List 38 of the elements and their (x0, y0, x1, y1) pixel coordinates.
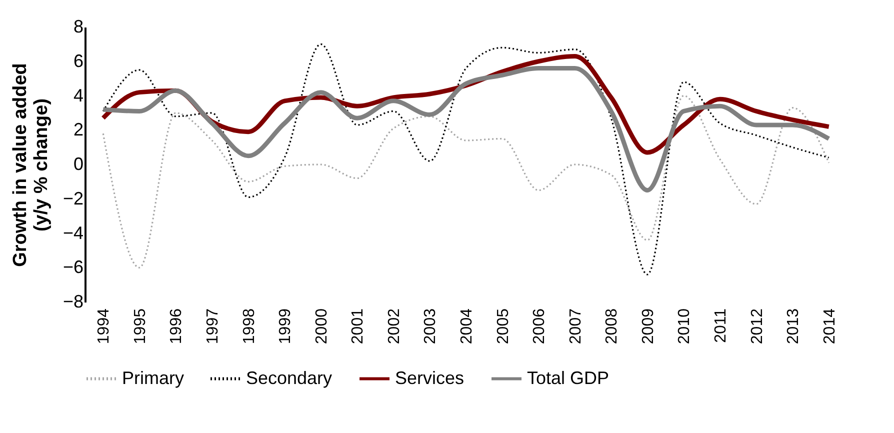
line-series (102, 94, 830, 268)
y-tick-label: −6 (62, 257, 84, 278)
y-tick-label: −8 (62, 292, 84, 312)
y-tick-label: −2 (62, 188, 84, 208)
x-tick-label: 2011 (712, 308, 730, 343)
y-tick-label: 2 (73, 120, 84, 140)
x-tick-label: 1995 (132, 308, 149, 344)
x-tick-label: 1994 (96, 308, 113, 344)
x-tick-label: 2012 (748, 308, 766, 344)
x-tick-label: 2014 (821, 308, 838, 344)
x-tick-label: 1997 (204, 308, 222, 344)
x-tick-label: 2009 (640, 308, 657, 344)
x-tick-label: 1998 (240, 308, 258, 344)
y-tick-label: 4 (73, 85, 84, 106)
x-tick-label: 2004 (458, 308, 476, 344)
y-tick-label: 8 (73, 16, 84, 36)
x-tick-label: 2010 (676, 308, 694, 344)
x-tick-label: 2007 (567, 308, 584, 344)
line-series (100, 66, 832, 193)
x-tick-label: 2000 (313, 308, 330, 344)
line-series (102, 43, 830, 276)
x-tick-label: 2002 (386, 308, 403, 344)
x-tick-label: 2005 (494, 308, 512, 344)
y-tick-label: 0 (73, 154, 84, 174)
legend-label: Services (395, 368, 464, 388)
legend-label: Total GDP (527, 368, 610, 388)
y-axis-title: Growth in value added (y/y % change) (10, 63, 52, 267)
legend-label: Primary (122, 368, 184, 388)
x-tick-label: 2006 (531, 308, 548, 344)
x-tick-label: 2013 (785, 308, 802, 344)
legend-label: Secondary (246, 368, 332, 388)
y-tick-label: −4 (62, 222, 84, 243)
x-tick-label: 2003 (422, 308, 440, 344)
x-tick-label: 2008 (604, 308, 621, 344)
x-tick-label: 1996 (168, 308, 186, 344)
x-tick-label: 2001 (350, 308, 367, 344)
x-tick-label: 1999 (277, 308, 294, 344)
y-tick-label: 6 (73, 50, 84, 71)
